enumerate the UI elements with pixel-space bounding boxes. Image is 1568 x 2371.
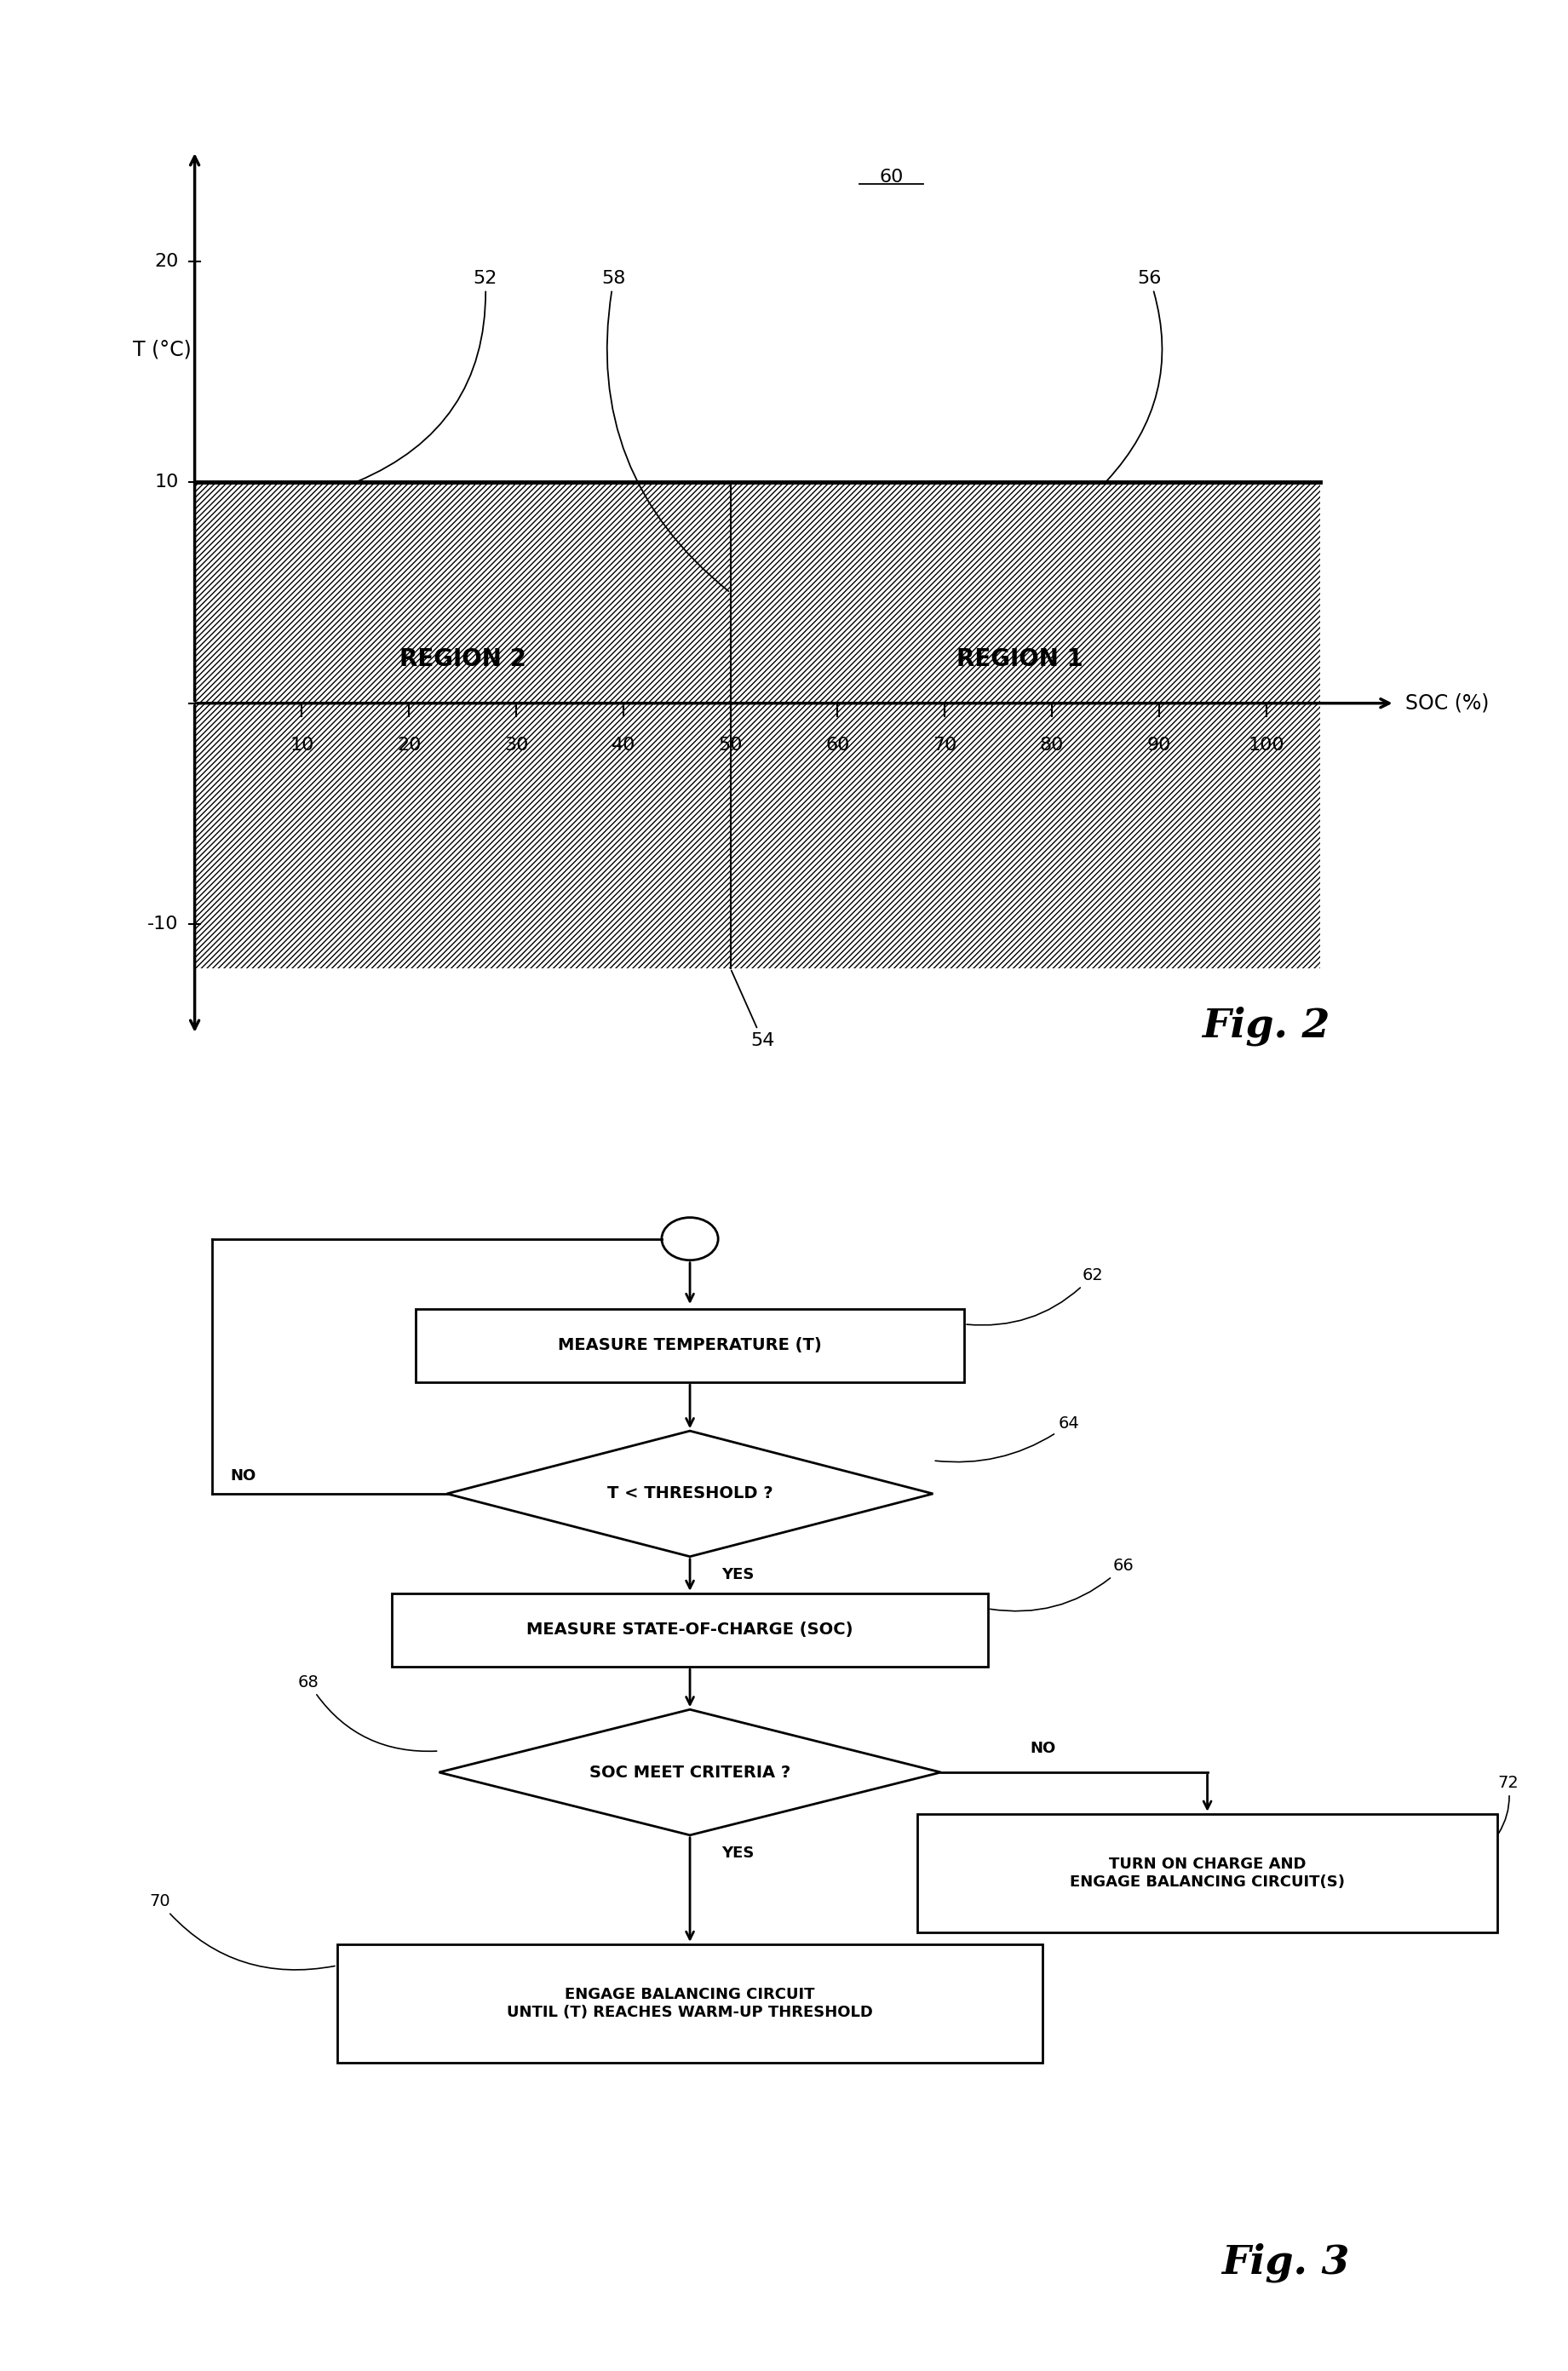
Text: NO: NO [1030, 1740, 1055, 1757]
Text: -10: -10 [147, 915, 179, 932]
FancyBboxPatch shape [337, 1944, 1043, 2063]
Text: 20: 20 [397, 737, 422, 754]
Text: 70: 70 [149, 1894, 336, 1970]
Text: 20: 20 [155, 254, 179, 270]
Text: TURN ON CHARGE AND
ENGAGE BALANCING CIRCUIT(S): TURN ON CHARGE AND ENGAGE BALANCING CIRC… [1069, 1856, 1345, 1890]
Text: 90: 90 [1146, 737, 1171, 754]
Text: 30: 30 [503, 737, 528, 754]
Text: T (°C): T (°C) [133, 339, 191, 360]
Text: 60: 60 [880, 168, 903, 185]
Text: NO: NO [230, 1468, 256, 1484]
Text: YES: YES [721, 1567, 754, 1581]
Text: 54: 54 [731, 970, 775, 1048]
Bar [194, 481, 731, 967]
Text: 64: 64 [936, 1415, 1079, 1463]
Text: REGION 1: REGION 1 [956, 647, 1083, 671]
Text: 60: 60 [825, 737, 850, 754]
Text: MEASURE STATE-OF-CHARGE (SOC): MEASURE STATE-OF-CHARGE (SOC) [527, 1622, 853, 1638]
Text: 52: 52 [358, 270, 497, 481]
Text: YES: YES [721, 1845, 754, 1861]
Text: MEASURE TEMPERATURE (T): MEASURE TEMPERATURE (T) [558, 1337, 822, 1354]
Text: REGION 2: REGION 2 [400, 647, 525, 671]
Text: 10: 10 [290, 737, 314, 754]
Text: 10: 10 [155, 474, 179, 491]
Text: 70: 70 [933, 737, 956, 754]
Text: ENGAGE BALANCING CIRCUIT
UNTIL (T) REACHES WARM-UP THRESHOLD: ENGAGE BALANCING CIRCUIT UNTIL (T) REACH… [506, 1987, 873, 2020]
FancyBboxPatch shape [416, 1309, 964, 1382]
Text: SOC (%): SOC (%) [1405, 692, 1490, 714]
FancyBboxPatch shape [917, 1814, 1497, 1932]
Text: 66: 66 [989, 1558, 1134, 1610]
Text: 50: 50 [718, 737, 743, 754]
Text: SOC MEET CRITERIA ?: SOC MEET CRITERIA ? [590, 1764, 790, 1781]
Text: T < THRESHOLD ?: T < THRESHOLD ? [607, 1487, 773, 1501]
Bar [731, 481, 1320, 967]
Text: 68: 68 [298, 1674, 436, 1752]
Text: 56: 56 [1107, 270, 1162, 481]
FancyBboxPatch shape [392, 1593, 988, 1667]
Polygon shape [447, 1430, 933, 1555]
Text: Fig. 3: Fig. 3 [1221, 2243, 1350, 2281]
Text: Fig. 2: Fig. 2 [1203, 1005, 1330, 1046]
Text: 58: 58 [602, 270, 729, 590]
Text: 72: 72 [1497, 1776, 1518, 1833]
Text: 100: 100 [1248, 737, 1284, 754]
Polygon shape [439, 1709, 941, 1835]
Text: 80: 80 [1040, 737, 1065, 754]
Text: 40: 40 [612, 737, 635, 754]
Text: 62: 62 [967, 1268, 1102, 1325]
